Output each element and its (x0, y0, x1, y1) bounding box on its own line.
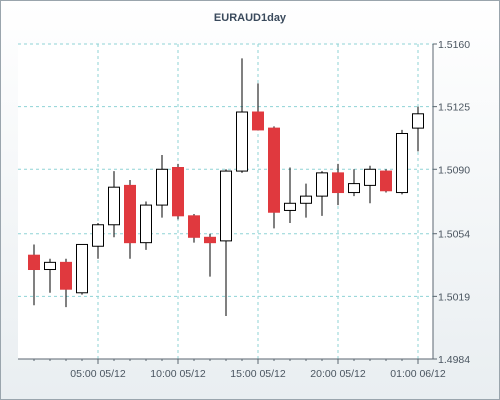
candle (316, 171, 328, 216)
x-tick-label: 15:00 05/12 (230, 368, 286, 380)
y-tick-label: 1.5019 (438, 291, 470, 303)
candle (364, 165, 376, 204)
candle-body-bearish (124, 184, 136, 244)
candle (156, 154, 168, 218)
candle-body-bullish (396, 132, 408, 194)
candle (300, 183, 312, 218)
candle-body-bullish (364, 168, 376, 186)
candle (380, 169, 392, 193)
candle-body-bearish (332, 172, 344, 194)
y-tick-label: 1.5054 (438, 229, 470, 241)
candle (188, 214, 200, 243)
candle (252, 83, 264, 131)
candle-body-bullish (284, 202, 296, 211)
candle (348, 169, 360, 197)
candle-body-bullish (108, 186, 120, 226)
x-tick-label: 10:00 05/12 (150, 368, 206, 380)
candle (332, 163, 344, 206)
x-tick-label: 20:00 05/12 (310, 368, 366, 380)
candle-body-bearish (252, 111, 264, 131)
candle-body-bearish (188, 215, 200, 238)
candle-body-bearish (268, 127, 280, 213)
candle-body-bearish (204, 236, 216, 244)
candle (60, 258, 72, 308)
candle (140, 201, 152, 250)
candle (396, 129, 408, 195)
candle-body-bearish (380, 170, 392, 192)
candle-body-bullish (236, 111, 248, 172)
x-tick-label: 05:00 05/12 (70, 368, 126, 380)
candle-body-bearish (28, 254, 40, 271)
candle (44, 258, 56, 293)
candle (412, 106, 424, 152)
candle-body-bearish (60, 261, 72, 290)
candle-body-bullish (300, 195, 312, 204)
candle-body-bullish (316, 172, 328, 197)
candle (268, 126, 280, 229)
candle-body-bullish (156, 168, 168, 206)
candle-body-bullish (140, 204, 152, 244)
x-tick-label: 01:00 06/12 (390, 368, 446, 380)
candle (108, 171, 120, 238)
y-tick-label: 1.5090 (438, 164, 470, 176)
chart-title: EURAUD1day (213, 12, 287, 24)
candle-body-bullish (44, 261, 56, 271)
candle (220, 169, 232, 317)
candles (28, 58, 424, 317)
candle-body-bearish (172, 166, 184, 217)
candle (124, 180, 136, 259)
candle (28, 244, 40, 306)
candle (76, 243, 88, 295)
candle-body-bullish (76, 243, 88, 294)
candle (172, 163, 184, 220)
candle-body-bullish (348, 183, 360, 194)
y-tick-label: 1.5125 (438, 102, 470, 114)
candle (92, 222, 104, 259)
y-ticks: 1.5160 1.5125 1.5090 1.5054 1.5019 1.4984 (433, 39, 470, 366)
candle-body-bullish (220, 170, 232, 242)
x-ticks: 05:00 05/12 10:00 05/12 15:00 05/12 20:00 0… (33, 359, 446, 380)
y-tick-label: 1.5160 (438, 39, 470, 51)
candle (236, 58, 248, 173)
candle (284, 167, 296, 223)
y-tick-label: 1.4984 (438, 354, 470, 366)
candle (204, 233, 216, 277)
candle-body-bullish (412, 113, 424, 129)
candle-body-bullish (92, 224, 104, 247)
